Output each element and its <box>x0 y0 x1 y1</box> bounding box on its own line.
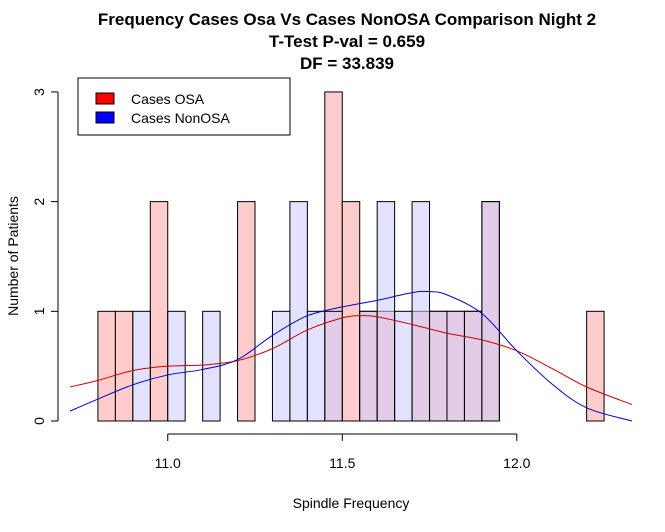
bar-cases-osa-11-20 <box>237 201 256 422</box>
bar-cases-nonosa-11-70 <box>411 201 431 422</box>
y-tick-label: 0 <box>31 417 47 425</box>
density-curve-cases-osa <box>69 315 633 406</box>
bar-cases-nonosa-11-60 <box>376 201 396 422</box>
bar-cases-osa-10-80 <box>97 310 116 422</box>
legend: Cases OSA Cases NonOSA <box>77 77 291 136</box>
y-axis-label: Number of Patients <box>5 196 21 316</box>
bar-cases-nonosa-11-55 <box>359 310 378 422</box>
x-tick-label: 12.0 <box>503 455 530 471</box>
bar-cases-nonosa-11-45 <box>324 310 343 422</box>
x-tick-label: 11.5 <box>329 455 355 471</box>
y-tick-label: 3 <box>31 88 47 96</box>
bar-cases-nonosa-11-40 <box>306 310 326 422</box>
chart-subtitle-pval: T-Test P-val = 0.659 <box>269 32 425 51</box>
axes-layer: 11.0 11.5 12.0 0 1 2 3 <box>31 88 531 471</box>
bar-cases-nonosa-10-90 <box>132 310 151 422</box>
y-tick-label: 2 <box>31 198 47 206</box>
bar-cases-nonosa-11-85 <box>463 310 483 422</box>
x-tick-label: 11.0 <box>155 455 181 471</box>
legend-label-cases-osa: Cases OSA <box>131 91 205 107</box>
legend-box <box>77 77 291 136</box>
bar-cases-osa-12-20 <box>586 310 605 422</box>
bar-cases-nonosa-11-80 <box>446 310 465 422</box>
bar-cases-osa-10-95 <box>149 201 169 422</box>
x-axis-label: Spindle Frequency <box>293 495 410 511</box>
chart-subtitle-df: DF = 33.839 <box>300 54 394 73</box>
bar-cases-osa-11-50 <box>341 201 361 422</box>
legend-label-cases-nonosa: Cases NonOSA <box>131 110 230 126</box>
bar-cases-nonosa-11-10 <box>202 310 221 422</box>
bar-cases-nonosa-11-35 <box>289 201 308 422</box>
y-tick-label: 1 <box>31 307 47 315</box>
bar-cases-nonosa-11-75 <box>429 310 448 422</box>
chart-title: Frequency Cases Osa Vs Cases NonOSA Comp… <box>98 10 596 29</box>
density-curve-cases-nonosa <box>69 290 633 422</box>
bar-cases-nonosa-11-65 <box>394 310 413 422</box>
bar-cases-nonosa-11-90 <box>481 201 500 422</box>
density-curves-layer <box>69 290 633 422</box>
bars-layer <box>97 91 605 422</box>
legend-swatch-cases-nonosa <box>95 111 115 124</box>
bar-cases-osa-10-85 <box>114 310 134 422</box>
legend-swatch-cases-osa <box>95 92 115 105</box>
bar-cases-nonosa-11-30 <box>271 310 291 422</box>
